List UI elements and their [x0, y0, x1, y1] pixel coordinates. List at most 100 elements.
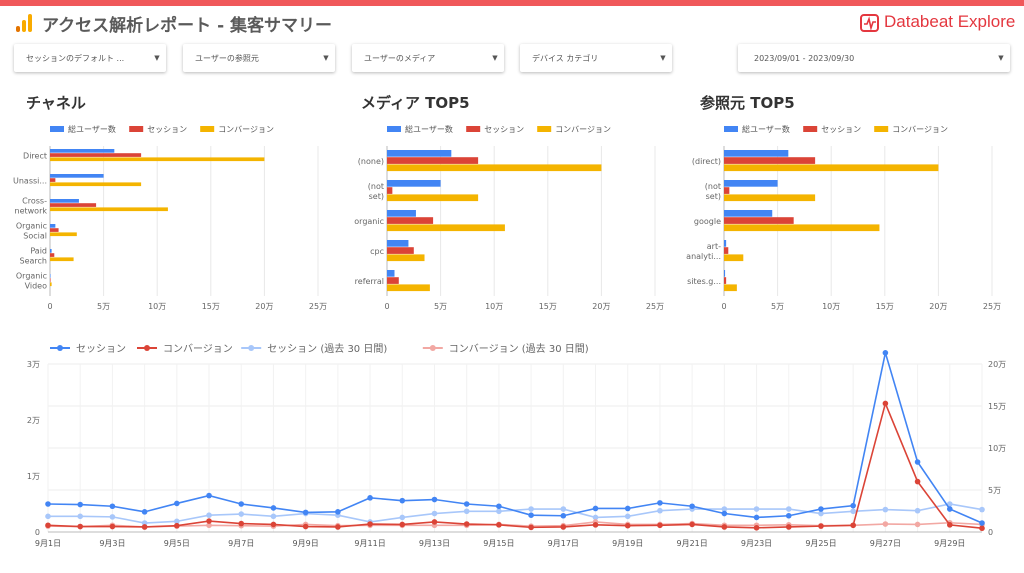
category-label: set): [369, 192, 384, 201]
legend-label: セッション: [147, 125, 187, 134]
data-point: [238, 520, 245, 527]
legend-swatch: [803, 126, 818, 132]
data-point: [463, 501, 470, 507]
data-point: [367, 521, 373, 527]
data-point: [496, 503, 502, 510]
data-point: [77, 513, 84, 520]
filter-channel-group[interactable]: セッションのデフォルト ... ▼: [14, 44, 166, 72]
bar: [50, 253, 55, 257]
top-accent-bar: [0, 0, 1024, 6]
legend-label: 総ユーザー数: [405, 124, 453, 134]
bar: [50, 203, 97, 207]
caret-down-icon: ▼: [492, 54, 498, 62]
data-point: [785, 506, 792, 512]
data-point: [431, 496, 438, 503]
data-point: [109, 503, 116, 510]
x-tick-label: 15万: [539, 302, 557, 311]
legend-label: セッション: [821, 125, 861, 134]
category-label: Search: [20, 256, 47, 265]
category-label: (not: [368, 182, 384, 191]
bar: [50, 232, 77, 237]
data-point: [141, 520, 148, 526]
data-point: [657, 507, 663, 514]
data-point: [335, 524, 341, 530]
data-point: [431, 519, 438, 525]
data-point: [302, 509, 309, 516]
legend-swatch: [50, 126, 64, 132]
bar: [387, 157, 479, 164]
y-left-tick-label: 0: [35, 528, 40, 537]
data-point: [399, 521, 406, 528]
category-label: network: [15, 206, 48, 215]
category-label: (direct): [692, 157, 721, 166]
filter-device-category[interactable]: デバイス カテゴリ ▼: [520, 44, 672, 72]
data-point: [270, 521, 277, 528]
bar: [50, 282, 52, 287]
legend-label: コンバージョン: [555, 125, 611, 134]
source-bar-chart: 総ユーザー数 セッション コンバージョン 0 5万 10万 15万 20万 25万 (direct…: [686, 124, 1001, 311]
bar: [724, 150, 789, 157]
category-label: Organic: [16, 271, 47, 280]
data-point: [496, 508, 502, 515]
data-point: [818, 523, 824, 529]
data-point: [45, 522, 51, 529]
category-label: Direct: [23, 151, 47, 160]
data-point: [528, 506, 534, 512]
header: アクセス解析レポート - 集客サマリー: [16, 10, 332, 36]
filter-label: ユーザーの参照元: [195, 53, 259, 63]
filter-source[interactable]: ユーザーの参照元 ▼: [183, 44, 335, 72]
data-point: [657, 522, 663, 529]
category-label: (none): [358, 157, 384, 166]
x-tick-label: 5万: [97, 302, 110, 311]
data-point: [45, 501, 51, 507]
x-tick-label: 5万: [771, 302, 784, 311]
category-label: analyti...: [686, 252, 721, 261]
bar: [50, 274, 51, 278]
caret-down-icon: ▼: [323, 54, 329, 62]
data-point: [206, 518, 212, 524]
bar: [50, 228, 59, 232]
legend-marker: [57, 345, 63, 351]
filter-medium[interactable]: ユーザーのメディア ▼: [352, 44, 504, 72]
legend-label: セッション: [484, 125, 524, 134]
bar: [724, 270, 726, 277]
data-point: [399, 497, 406, 504]
caret-down-icon: ▼: [660, 54, 666, 62]
bar: [387, 254, 425, 262]
legend-swatch: [874, 126, 889, 132]
data-point: [721, 510, 728, 517]
legend-label: セッション (過去 30 日間): [267, 343, 387, 355]
bar: [50, 257, 74, 262]
legend-swatch: [724, 126, 738, 132]
bar: [387, 194, 479, 202]
x-tick-label: 9月11日: [354, 539, 385, 548]
bar: [50, 207, 168, 212]
medium-chart-title: メディア TOP5: [361, 94, 470, 112]
x-tick-label: 25万: [983, 302, 1001, 311]
data-point: [785, 512, 792, 519]
data-point: [850, 508, 856, 515]
data-point: [463, 508, 470, 515]
y-right-tick-label: 15万: [988, 402, 1006, 411]
brand-logo: Databeat Explore: [860, 12, 1015, 32]
date-range-picker[interactable]: 2023/09/01 - 2023/09/30 ▼: [738, 44, 1010, 72]
bar: [50, 249, 52, 253]
bar: [50, 178, 56, 182]
data-point: [335, 509, 341, 515]
data-point: [174, 518, 180, 525]
category-label: Paid: [30, 246, 47, 255]
page-title: アクセス解析レポート - 集客サマリー: [42, 15, 333, 36]
data-point: [496, 522, 502, 528]
bar: [50, 182, 142, 187]
bar: [724, 240, 727, 247]
data-point: [753, 514, 760, 521]
category-label: sites.g...: [687, 277, 721, 286]
data-point: [850, 522, 856, 529]
data-point: [979, 506, 985, 513]
x-tick-label: 20万: [592, 302, 610, 311]
legend-swatch: [129, 126, 144, 132]
data-point: [818, 510, 824, 517]
data-point: [77, 523, 84, 530]
data-point: [914, 459, 921, 465]
x-tick-label: 9月21日: [676, 539, 707, 548]
